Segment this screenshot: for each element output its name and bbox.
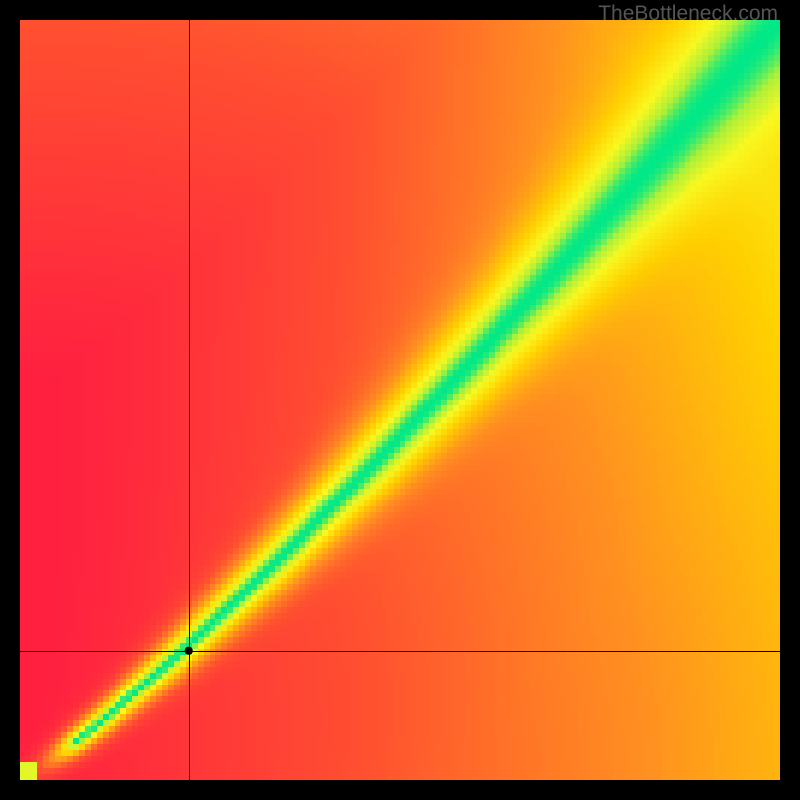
watermark-text: TheBottleneck.com xyxy=(598,2,778,26)
bottleneck-heatmap xyxy=(0,0,800,800)
chart-container: { "chart": { "type": "heatmap", "descrip… xyxy=(0,0,800,800)
